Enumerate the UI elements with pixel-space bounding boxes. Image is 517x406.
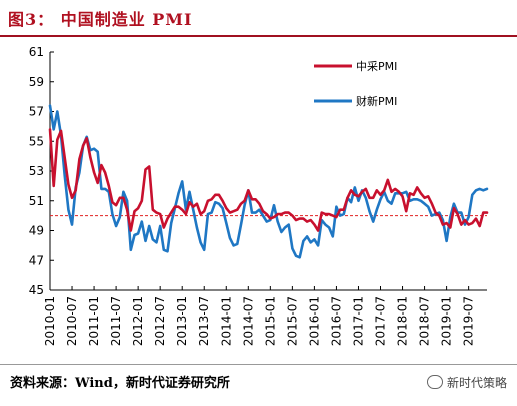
x-tick-label: 2019-01 bbox=[440, 296, 454, 346]
series-lines bbox=[48, 104, 489, 259]
title-divider bbox=[0, 35, 517, 37]
x-tick-label: 2010-01 bbox=[43, 296, 57, 346]
x-tick-label: 2019-07 bbox=[462, 296, 476, 346]
x-tick-label: 2011-01 bbox=[87, 296, 101, 346]
pmi-line-chart: 45 47 49 51 53 55 57 59 61 2010-01 2010-07 2011-01… bbox=[29, 45, 489, 346]
y-tick-label: 53 bbox=[29, 164, 44, 178]
legend-label-1: 财新PMI bbox=[356, 94, 397, 108]
chart-axes bbox=[49, 52, 487, 291]
y-tick-label: 45 bbox=[29, 283, 44, 297]
y-tick-label: 59 bbox=[29, 75, 44, 89]
watermark-text: 新时代策略 bbox=[446, 376, 507, 390]
x-tick-label: 2013-07 bbox=[197, 296, 211, 346]
x-tick-label: 2015-01 bbox=[263, 296, 277, 346]
y-tick-label: 49 bbox=[29, 224, 44, 238]
x-tick-label: 2013-01 bbox=[175, 296, 189, 346]
watermark: 新时代策略 bbox=[426, 374, 507, 391]
x-tick-label: 2017-01 bbox=[351, 296, 365, 346]
figure-title: 图3： 中国制造业 PMI bbox=[8, 10, 193, 29]
series-line-0 bbox=[48, 128, 489, 232]
wechat-icon bbox=[426, 375, 443, 389]
x-tick-label: 2017-07 bbox=[374, 296, 388, 346]
y-axis-ticks: 45 47 49 51 53 55 57 59 61 bbox=[29, 45, 54, 297]
y-tick-label: 61 bbox=[29, 45, 44, 59]
x-tick-label: 2018-01 bbox=[396, 296, 410, 346]
y-tick-label: 55 bbox=[29, 134, 44, 148]
legend: 中采PMI 财新PMI bbox=[314, 60, 397, 108]
y-tick-label: 51 bbox=[29, 194, 44, 208]
y-tick-label: 57 bbox=[29, 105, 44, 119]
source-divider bbox=[0, 364, 517, 365]
x-tick-label: 2015-07 bbox=[285, 296, 299, 346]
x-tick-label: 2012-01 bbox=[131, 296, 145, 346]
series-line-1 bbox=[48, 104, 489, 259]
x-tick-label: 2012-07 bbox=[153, 296, 167, 346]
source-note: 资料来源：Wind，新时代证券研究所 bbox=[10, 376, 230, 391]
x-tick-label: 2010-07 bbox=[65, 296, 79, 346]
x-tick-label: 2016-07 bbox=[329, 296, 343, 346]
x-axis-ticks: 2010-01 2010-07 2011-01 2011-07 2012-01 2012-… bbox=[43, 286, 476, 346]
x-tick-label: 2014-07 bbox=[241, 296, 255, 346]
x-tick-label: 2014-01 bbox=[219, 296, 233, 346]
x-tick-label: 2016-01 bbox=[307, 296, 321, 346]
y-tick-label: 47 bbox=[29, 253, 44, 267]
x-tick-label: 2018-07 bbox=[418, 296, 432, 346]
legend-label-0: 中采PMI bbox=[356, 60, 397, 73]
x-tick-label: 2011-07 bbox=[109, 296, 123, 346]
